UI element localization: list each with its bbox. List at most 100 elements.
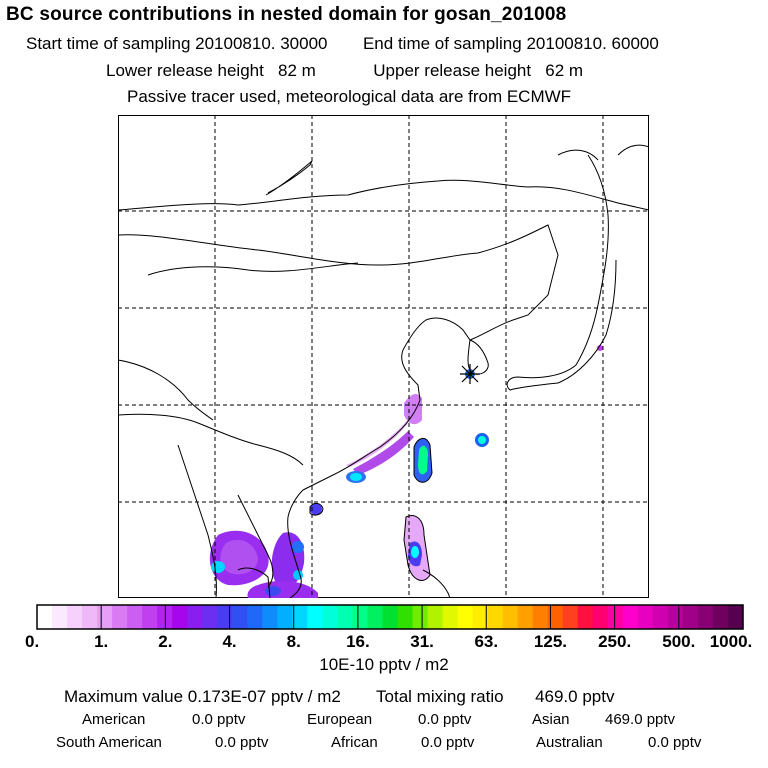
colorbar-cell: [202, 605, 218, 629]
colorbar-cell: [547, 605, 564, 629]
hotspot-thailand: [211, 561, 225, 573]
summary-line: Maximum value 0.173E-07 pptv / m2 Total …: [64, 687, 614, 707]
total-label: Total mixing ratio: [376, 687, 504, 706]
colorbar-cell: [52, 605, 68, 629]
upper-value: 62 m: [545, 61, 584, 80]
colorbar-cell: [217, 605, 233, 629]
hotspot-ryukyu-core: [478, 436, 486, 444]
colorbar-tick-label: 63.: [474, 632, 498, 651]
colorbar-cell: [142, 605, 158, 629]
coast-visayas: [422, 569, 451, 598]
graticule: [118, 115, 649, 598]
colorbar-cell: [67, 605, 83, 629]
region-name: European: [307, 711, 373, 728]
colorbar-cell: [442, 605, 459, 629]
colorbar-cell: [97, 605, 113, 629]
hotspot-china-coast-core: [350, 473, 362, 481]
end-label: End time of sampling: [362, 34, 522, 53]
colorbar-cell: [652, 605, 669, 629]
colorbar-cell: [172, 605, 188, 629]
sampling-line: Start time of sampling 20100810. 30000 E…: [26, 34, 659, 54]
border-mongolia-china: [147, 262, 359, 276]
region-value: 0.0 pptv: [648, 734, 702, 751]
region-name: African: [331, 734, 378, 751]
colorbar-tick-label: 1000.: [710, 632, 753, 651]
colorbar-cell: [427, 605, 444, 629]
colorbar-cell: [562, 605, 579, 629]
colorbar-cell: [247, 605, 263, 629]
hotspot-luzon-core: [411, 546, 419, 558]
coast-taiwan: [413, 438, 433, 483]
colorbar-cell: [607, 605, 624, 629]
colorbar-cell: [682, 605, 699, 629]
colorbar-cell: [457, 605, 474, 629]
colorbar-cell: [262, 605, 278, 629]
region-name: Asian: [532, 711, 570, 728]
colorbar-cell: [337, 605, 354, 629]
colorbar-cell: [487, 605, 504, 629]
map-frame: [118, 115, 649, 598]
colorbar-cell: [352, 605, 369, 629]
colorbar-tick-label: 16.: [346, 632, 370, 651]
tracer-note: Passive tracer used, meteorological data…: [127, 87, 572, 106]
colorbar-tick-label: 2.: [158, 632, 172, 651]
map-plot: [118, 115, 649, 598]
colorbar-cell: [187, 605, 203, 629]
colorbar-cell: [292, 605, 308, 629]
max-value: 0.173E-07 pptv / m2: [187, 687, 341, 706]
receptor-marker-d2: [461, 365, 479, 383]
colorbar-cell: [367, 605, 384, 629]
region-name: Australian: [536, 734, 603, 751]
total-value: 469.0 pptv: [535, 687, 615, 706]
lake-baikal: [265, 160, 313, 196]
plume-gulf: [247, 580, 318, 598]
hotspot-taiwan-core: [418, 445, 428, 475]
region-name: South American: [56, 734, 162, 751]
colorbar-cell: [37, 605, 53, 629]
border-mongolia-russia: [118, 224, 559, 321]
lower-label: Lower release height: [106, 61, 264, 80]
hotspot-japan: [597, 345, 603, 351]
colorbar-cell: [322, 605, 339, 629]
colorbar-tick-label: 31.: [410, 632, 434, 651]
coast-luzon: [403, 515, 431, 581]
release-line: Lower release height 82 m Upper release …: [106, 61, 583, 81]
colorbar-cells: [37, 605, 744, 629]
hotspot-vietnam: [292, 541, 304, 553]
max-label: Maximum value: [64, 687, 184, 706]
colorbar-cell: [112, 605, 128, 629]
coast-gulf-thailand: [237, 567, 271, 598]
region-value: 469.0 pptv: [605, 711, 676, 728]
receptor-marker: [460, 364, 480, 384]
hotspot-gulf: [265, 586, 281, 596]
colorbar-tick-labels: 0. 1. 2. 4. 8. 16. 31. 63. 125. 250. 500. 1000.: [25, 605, 752, 651]
colorbar-tick-label: 4.: [222, 632, 236, 651]
colorbar-cell: [697, 605, 714, 629]
end-value: 20100810. 60000: [526, 34, 659, 53]
colorbar-cell: [532, 605, 549, 629]
colorbar-cell: [622, 605, 639, 629]
colorbar-tick-label: 1.: [94, 632, 108, 651]
colorbar-cell: [127, 605, 143, 629]
colorbar-tick-label: 8.: [287, 632, 301, 651]
region-value: 0.0 pptv: [418, 711, 472, 728]
coastlines: [118, 144, 649, 598]
coast-hainan: [309, 502, 324, 516]
colorbar-cell: [592, 605, 609, 629]
colorbar-cell: [397, 605, 414, 629]
start-label: Start time of sampling: [26, 34, 191, 53]
colorbar-cell: [517, 605, 534, 629]
region-value: 0.0 pptv: [215, 734, 269, 751]
lower-value: 82 m: [278, 61, 316, 80]
plume-china-coast-core: [353, 431, 414, 475]
colorbar-units: 10E-10 pptv / m2: [319, 655, 449, 674]
colorbar-cell: [307, 605, 323, 629]
upper-label: Upper release height: [373, 61, 532, 80]
colorbar-cell: [577, 605, 594, 629]
colorbar-frame: [36, 604, 744, 630]
region-value: 0.0 pptv: [421, 734, 475, 751]
colorbar-cell: [502, 605, 519, 629]
colorbar-tick-label: 125.: [534, 632, 567, 651]
colorbar-cell: [82, 605, 98, 629]
colorbar-cell: [712, 605, 729, 629]
